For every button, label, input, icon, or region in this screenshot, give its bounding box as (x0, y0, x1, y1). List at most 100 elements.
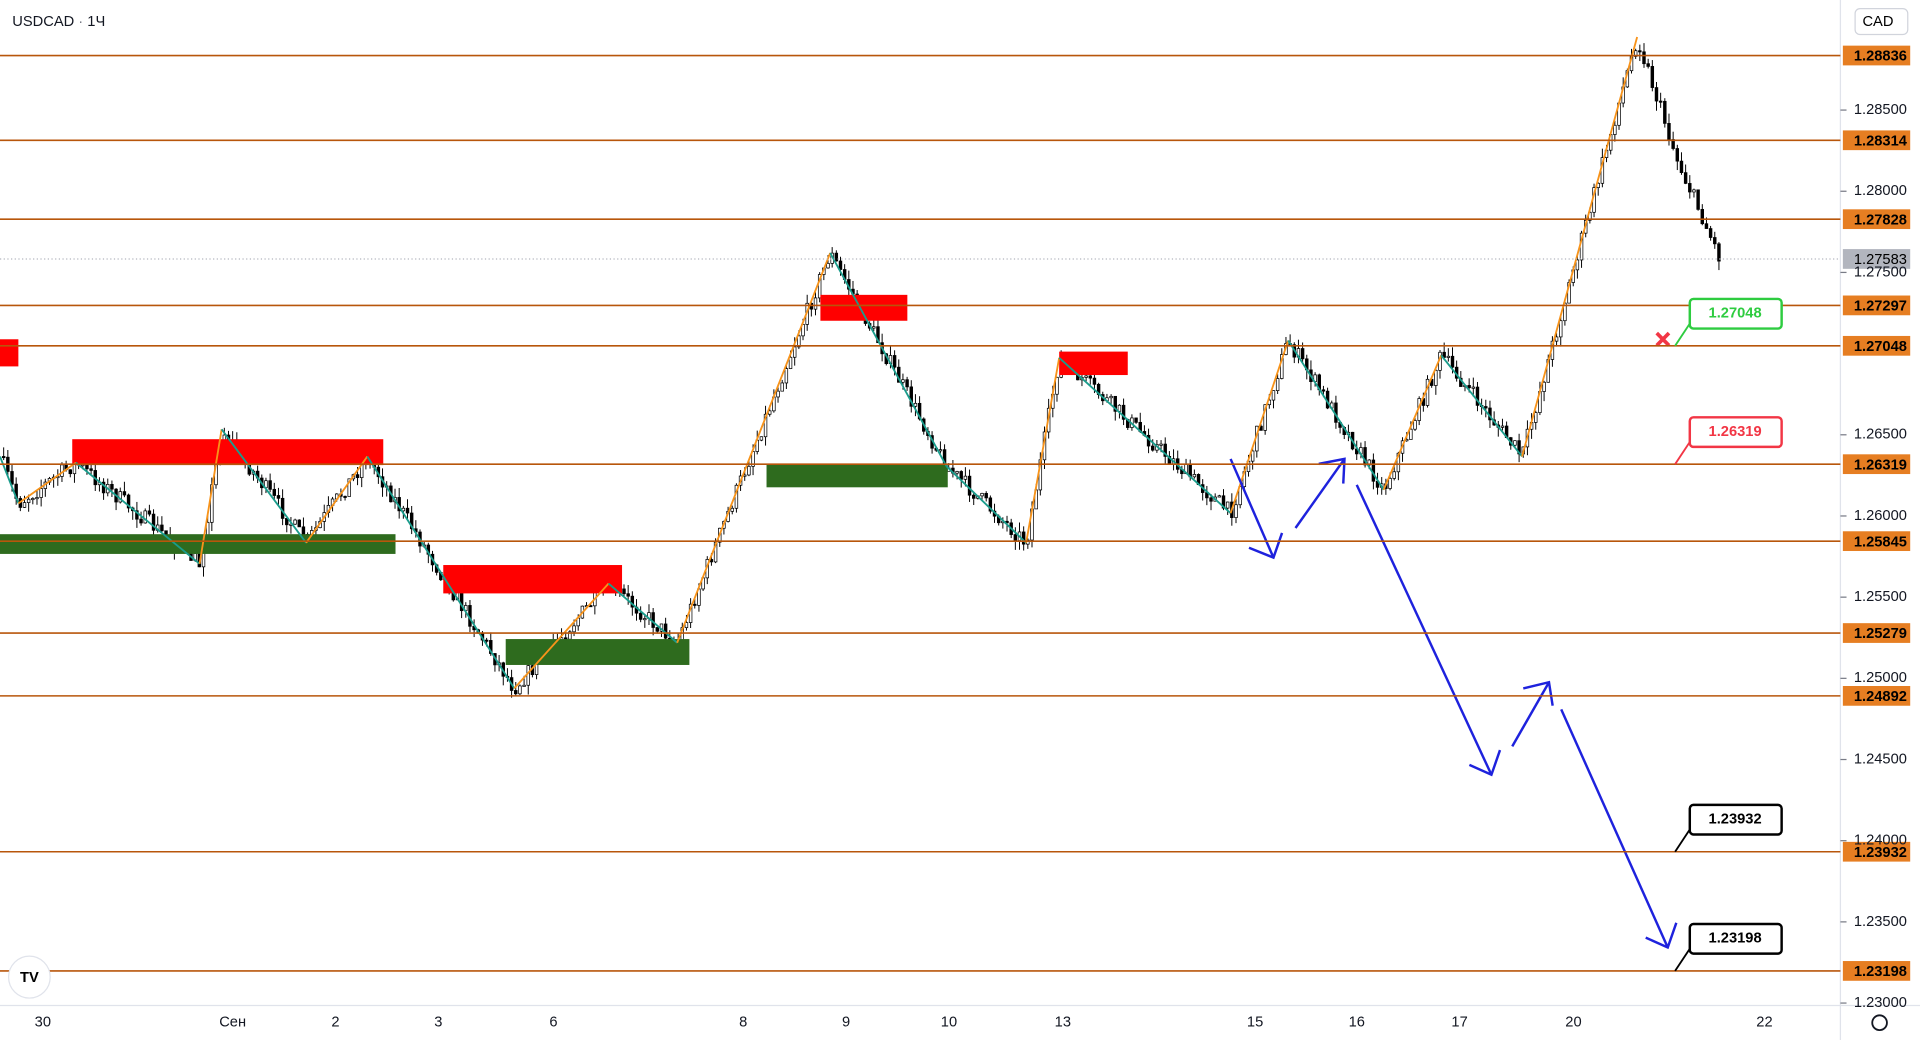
candle-body (122, 491, 127, 496)
logo (7, 955, 51, 999)
candle-body (1663, 100, 1667, 124)
candle-body (31, 498, 35, 501)
candle-body (1413, 420, 1417, 430)
level-label-bg (1842, 335, 1911, 356)
time-label: 30 (35, 1015, 51, 1031)
arrow (1355, 484, 1493, 776)
candle-body (514, 690, 518, 695)
candle-body (1650, 66, 1655, 88)
candle-body (110, 484, 114, 490)
candle-body (1209, 497, 1213, 502)
candle-body (297, 519, 301, 528)
candle-body (1163, 443, 1167, 457)
candle-body (1554, 336, 1559, 342)
candle-body (89, 468, 93, 471)
candle-body (1442, 351, 1446, 358)
candle-body (1088, 375, 1092, 379)
candle-body (1217, 495, 1222, 498)
settings-icon[interactable] (1871, 1014, 1888, 1032)
level-label: 1.23932 (1854, 845, 1907, 861)
candle-body (759, 436, 764, 441)
callouts: 1.27048 1.26319 1.23932 1.23198 (1674, 297, 1783, 972)
candle-body (1300, 348, 1305, 360)
levels: 1.28836 1.28314 1.27828 1.27297 1.27048 1.263… (0, 45, 1911, 981)
stop-mark (1655, 331, 1671, 347)
candle-body (1484, 406, 1488, 409)
symbol-text: USDCAD (12, 14, 74, 30)
callout-label: 1.23198 (1709, 931, 1762, 947)
resistance-zone (820, 294, 908, 321)
zigzag-segment (1058, 357, 1232, 514)
candle-body (643, 618, 647, 621)
zigzag-segment (513, 582, 610, 690)
callout-label: 1.27048 (1709, 306, 1762, 322)
candle-body (1638, 50, 1642, 53)
candle-body (813, 297, 818, 310)
resistance-zone (0, 339, 19, 367)
level-label: 1.27297 (1854, 298, 1907, 314)
candle-body (39, 488, 43, 498)
level-label-bg (1842, 45, 1911, 66)
support-zone (766, 463, 948, 488)
candle-body (139, 518, 143, 524)
candle-body (776, 390, 780, 398)
zigzag-segment (1025, 357, 1061, 543)
candle-body (1084, 375, 1088, 378)
price-tick-label: 1.25000 (1854, 670, 1907, 686)
interval: 1Ч (87, 14, 105, 30)
candle-body (817, 274, 822, 299)
candle-body (1192, 474, 1197, 478)
arrow (1511, 681, 1551, 747)
candle-body (1646, 63, 1650, 67)
zigzag-segment (1229, 340, 1290, 514)
currency-button[interactable] (1854, 8, 1909, 36)
candle-body (901, 379, 905, 383)
candle-body (955, 471, 959, 474)
candle-body (572, 625, 576, 633)
x-mark (1655, 331, 1671, 347)
candle-body (913, 402, 918, 407)
candle-body (1388, 478, 1392, 489)
candle-body (917, 402, 922, 420)
candle-body (522, 684, 526, 687)
price-tick-label: 1.23000 (1854, 995, 1907, 1011)
time-label: 15 (1247, 1015, 1263, 1031)
candle-body (1225, 501, 1230, 509)
candle-body (988, 497, 993, 512)
resistance-zone (1059, 351, 1128, 376)
arrow-head (1522, 680, 1554, 706)
candle-body (684, 622, 689, 629)
candle-body (1679, 160, 1684, 173)
support-zone (505, 639, 690, 665)
level-label: 1.25279 (1854, 626, 1907, 642)
candle-body (730, 507, 734, 512)
zigzag-segment (220, 428, 307, 544)
level-label-bg (1842, 295, 1911, 316)
currency[interactable]: CAD (1862, 14, 1893, 30)
candle-body (784, 368, 789, 384)
candle-body (1092, 377, 1097, 385)
callout-label: 1.23932 (1709, 812, 1762, 828)
time-label: 16 (1349, 1015, 1365, 1031)
zones (0, 294, 1128, 665)
zigzag-segment (676, 252, 832, 644)
candle-body (1696, 189, 1700, 210)
candle-body (1633, 50, 1638, 57)
candle-body (1, 456, 6, 459)
candle-body (693, 603, 697, 606)
time-label: 20 (1565, 1015, 1581, 1031)
arrow-head (1468, 749, 1502, 777)
candle-body (967, 475, 972, 496)
candle-body (147, 510, 152, 515)
candle-body (905, 379, 909, 388)
candle-body (1321, 389, 1326, 392)
candle-body (713, 541, 718, 563)
callout-label: 1.26319 (1709, 424, 1762, 440)
candle-body (1013, 534, 1018, 542)
candle-body (1667, 123, 1671, 140)
candle-body (763, 413, 768, 438)
candle-body (876, 326, 880, 344)
candle-body (1221, 495, 1226, 509)
callout-box (1688, 922, 1783, 955)
